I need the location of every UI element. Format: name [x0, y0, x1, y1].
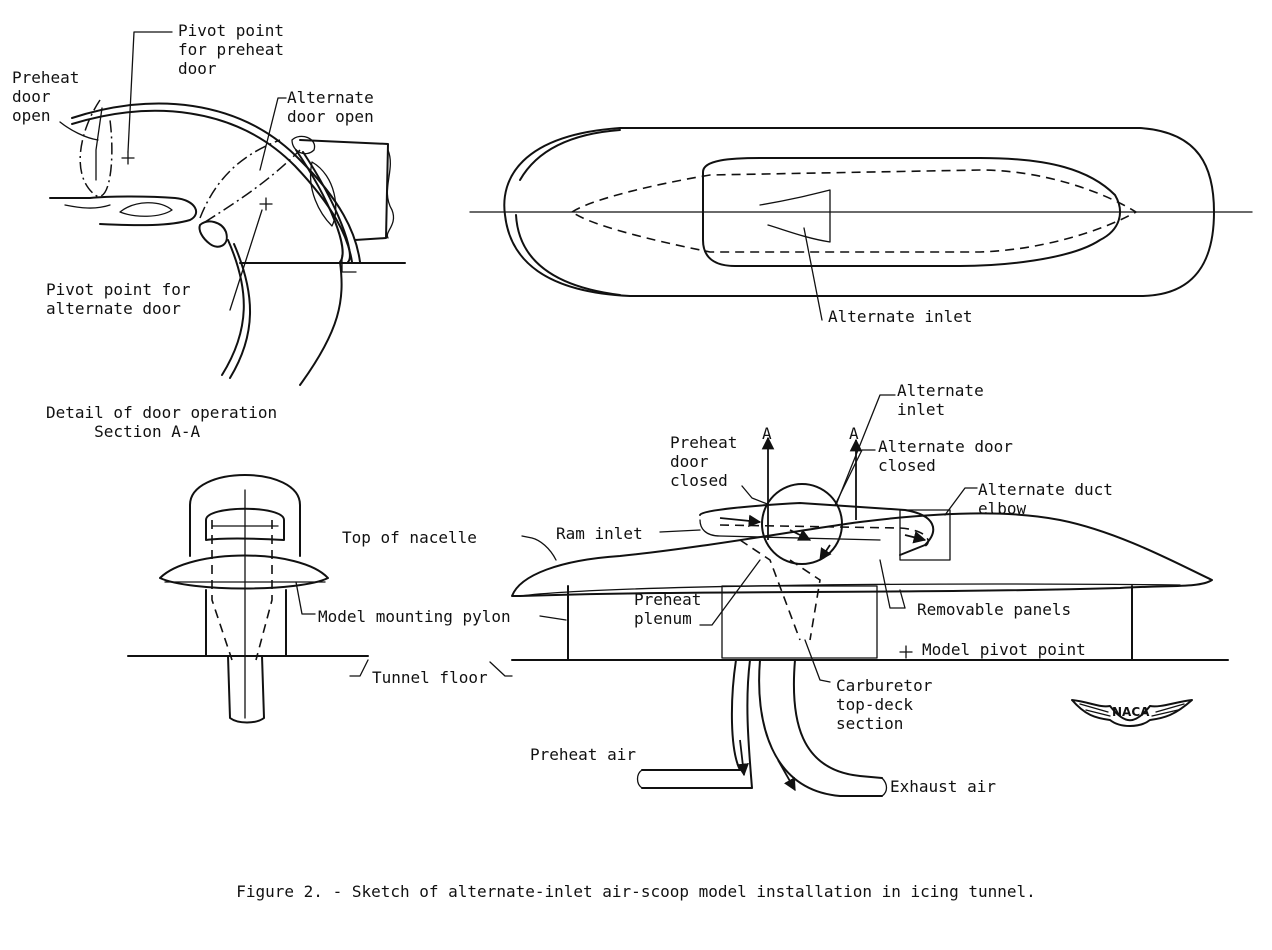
label-pivot-alternate: Pivot point for alternate door	[46, 280, 191, 318]
label-top-of-nacelle: Top of nacelle	[342, 528, 477, 547]
label-ram-inlet: Ram inlet	[556, 524, 643, 543]
label-section-a-right: A	[849, 424, 859, 443]
label-preheat-air: Preheat air	[530, 745, 636, 764]
label-alternate-duct-elbow: Alternate duct elbow	[978, 480, 1113, 518]
label-model-pivot-point: Model pivot point	[922, 640, 1086, 659]
label-preheat-door-open: Preheat door open	[12, 68, 80, 125]
top-view-drawing	[469, 127, 1253, 321]
naca-logo-text: NACA	[1112, 705, 1150, 719]
label-preheat-door-closed: Preheat door closed	[670, 433, 738, 490]
side-view-drawing	[295, 394, 1229, 797]
label-removable-panels: Removable panels	[917, 600, 1072, 619]
label-tunnel-floor: Tunnel floor	[372, 668, 488, 687]
label-model-mounting-pylon: Model mounting pylon	[318, 607, 511, 626]
label-alternate-door-open: Alternate door open	[287, 88, 374, 126]
figure-caption: Figure 2. - Sketch of alternate-inlet ai…	[236, 882, 1036, 901]
label-detail-title: Detail of door operation Section A-A	[46, 403, 278, 441]
label-exhaust-air: Exhaust air	[890, 777, 996, 796]
label-alternate-inlet-side: Alternate inlet	[897, 381, 984, 419]
label-preheat-plenum: Preheat plenum	[634, 590, 702, 628]
section-detail-drawing	[49, 31, 406, 386]
naca-logo	[1071, 699, 1193, 727]
label-section-a-left: A	[762, 424, 772, 443]
label-alternate-door-closed: Alternate door closed	[878, 437, 1013, 475]
label-carburetor: Carburetor top-deck section	[836, 676, 933, 733]
label-alternate-inlet-top: Alternate inlet	[828, 307, 973, 326]
label-pivot-preheat: Pivot point for preheat door	[178, 21, 284, 78]
front-view-drawing	[127, 474, 369, 724]
